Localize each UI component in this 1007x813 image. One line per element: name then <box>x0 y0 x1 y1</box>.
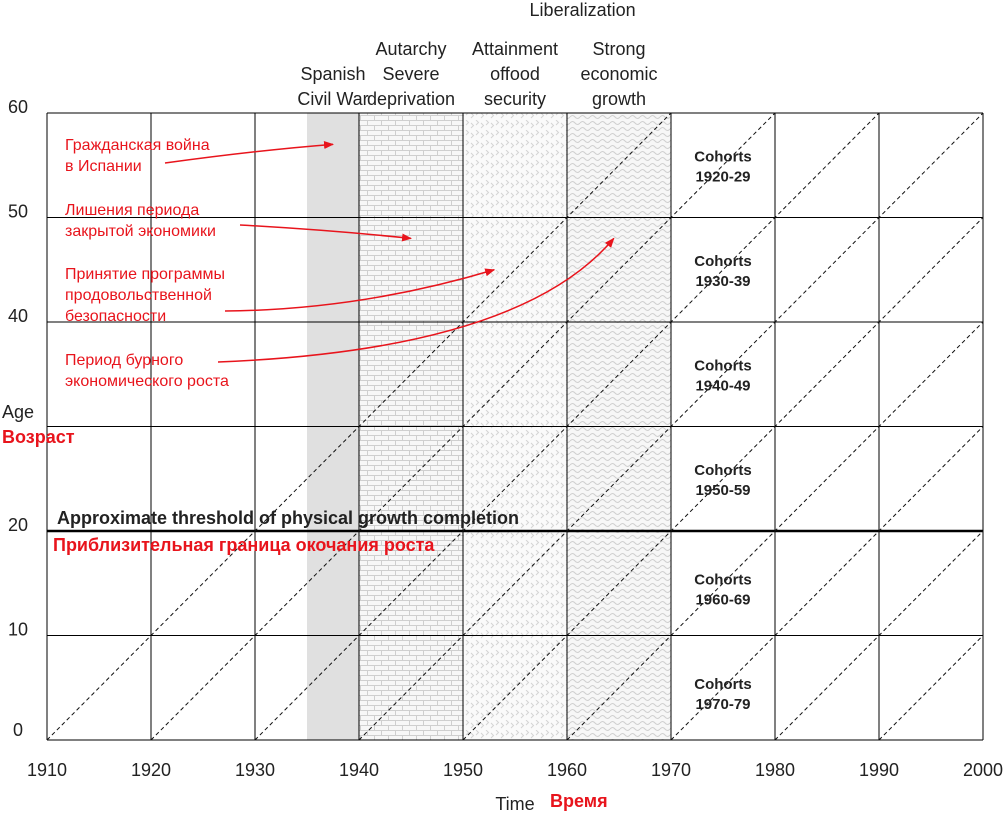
x-axis-title-ru: Время <box>550 791 608 811</box>
annotation-arrow <box>164 141 334 164</box>
x-axis-title: Time <box>495 794 534 813</box>
x-tick-label: 1950 <box>443 760 483 780</box>
annotations: Гражданская война в Испании Лишения период… <box>65 137 615 390</box>
threshold-label-ru: Приблизительная граница окочания роста <box>53 535 435 555</box>
y-axis-title-ru: Возраст <box>2 427 75 447</box>
period-label: Civil War <box>297 89 368 109</box>
annotation-text: безопасности <box>65 308 166 325</box>
annotation-text: в Испании <box>65 158 142 175</box>
period-label: security <box>484 89 546 109</box>
x-tick-label: 1980 <box>755 760 795 780</box>
cohort-diagonal <box>150 112 776 741</box>
cohort-label: 1930-39 <box>695 273 750 290</box>
cohort-label: Cohorts <box>694 253 752 270</box>
cohort-diagonal <box>46 112 672 741</box>
y-tick-label: 0 <box>13 720 23 740</box>
period-label: growth <box>592 89 646 109</box>
cohort-diagonal <box>566 321 984 741</box>
cohort-label: 1960-69 <box>695 591 750 608</box>
annotation-text: продовольственной <box>65 287 212 304</box>
x-tick-label: 1990 <box>859 760 899 780</box>
annotation-text: экономического роста <box>65 373 229 390</box>
period-label: Strong <box>592 39 645 59</box>
period-label: Autarchy <box>375 39 446 59</box>
x-tick-label: 1930 <box>235 760 275 780</box>
x-tick-label: 1960 <box>547 760 587 780</box>
annotation-text: Гражданская война <box>65 137 210 154</box>
x-tick-label: 1970 <box>651 760 691 780</box>
cohort-label: Cohorts <box>694 357 752 374</box>
cohort-diagonal <box>878 635 984 741</box>
annotation-text: Период бурного <box>65 352 183 369</box>
annotation-arrow <box>217 237 615 363</box>
x-tick-label: 1910 <box>27 760 67 780</box>
cohort-label: Cohorts <box>694 462 752 479</box>
cohort-diagonal <box>670 426 984 741</box>
x-tick-label: 1940 <box>339 760 379 780</box>
y-tick-label: 40 <box>8 306 28 326</box>
cohort-label: 1940-49 <box>695 377 750 394</box>
cohort-label: Cohorts <box>694 148 752 165</box>
cohort-label: 1920-29 <box>695 168 750 185</box>
period-label: Attainment <box>472 39 558 59</box>
y-tick-label: 20 <box>8 515 28 535</box>
y-tick-label: 60 <box>8 97 28 117</box>
annotation-text: Лишения периода <box>65 202 199 219</box>
cohort-label: Cohorts <box>694 676 752 693</box>
cohort-diagonal <box>254 112 880 741</box>
cohort-label: 1950-59 <box>695 482 750 499</box>
x-tick-label: 1920 <box>131 760 171 780</box>
threshold-label: Approximate threshold of physical growth… <box>57 508 519 528</box>
y-tick-label: 10 <box>8 620 28 640</box>
period-label: Spanish <box>300 64 365 84</box>
period-label: Severe <box>382 64 439 84</box>
top-label: Liberalization <box>530 0 636 20</box>
y-axis-title: Age <box>2 402 34 422</box>
cohort-diagonals <box>46 112 984 741</box>
annotation-arrow <box>224 268 496 312</box>
period-label: deprivation <box>367 89 455 109</box>
cohort-label: 1970-79 <box>695 696 750 713</box>
annotation-text: закрытой экономики <box>65 223 216 240</box>
period-label: offood <box>490 64 540 84</box>
cohort-diagonal <box>774 530 984 741</box>
x-tick-label: 2000 <box>963 760 1003 780</box>
cohort-label: Cohorts <box>694 571 752 588</box>
y-tick-label: 50 <box>8 202 28 222</box>
cohort-diagonal <box>358 112 984 741</box>
annotation-arrow <box>239 224 412 242</box>
annotation-text: Принятие программы <box>65 266 225 283</box>
cohort-diagonal <box>462 217 984 741</box>
period-label: economic <box>580 64 657 84</box>
